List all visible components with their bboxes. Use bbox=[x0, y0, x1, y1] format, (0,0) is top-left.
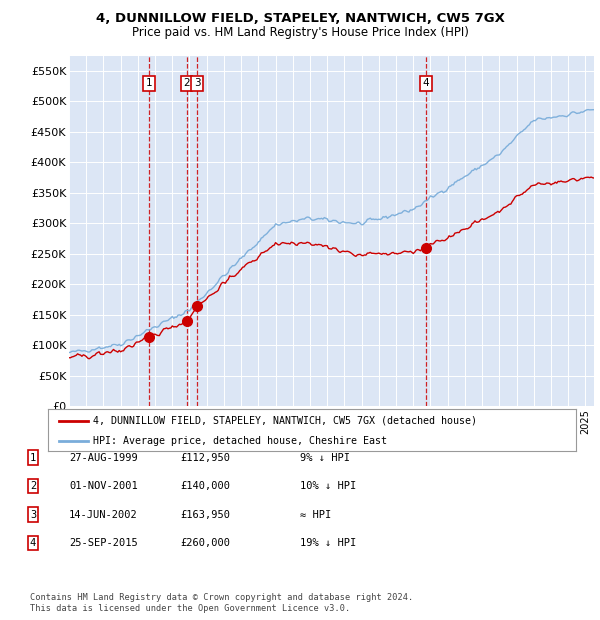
Text: Price paid vs. HM Land Registry's House Price Index (HPI): Price paid vs. HM Land Registry's House … bbox=[131, 26, 469, 39]
Text: 4, DUNNILLOW FIELD, STAPELEY, NANTWICH, CW5 7GX: 4, DUNNILLOW FIELD, STAPELEY, NANTWICH, … bbox=[95, 12, 505, 25]
Text: 1: 1 bbox=[146, 78, 152, 88]
Text: £140,000: £140,000 bbox=[180, 481, 230, 491]
Text: 19% ↓ HPI: 19% ↓ HPI bbox=[300, 538, 356, 548]
Text: 10% ↓ HPI: 10% ↓ HPI bbox=[300, 481, 356, 491]
Text: 4: 4 bbox=[422, 78, 429, 88]
Text: HPI: Average price, detached house, Cheshire East: HPI: Average price, detached house, Ches… bbox=[93, 436, 387, 446]
Text: 1: 1 bbox=[30, 453, 36, 463]
Text: 9% ↓ HPI: 9% ↓ HPI bbox=[300, 453, 350, 463]
Text: Contains HM Land Registry data © Crown copyright and database right 2024.
This d: Contains HM Land Registry data © Crown c… bbox=[30, 593, 413, 613]
Text: 2: 2 bbox=[183, 78, 190, 88]
Text: 4: 4 bbox=[30, 538, 36, 548]
Text: 4, DUNNILLOW FIELD, STAPELEY, NANTWICH, CW5 7GX (detached house): 4, DUNNILLOW FIELD, STAPELEY, NANTWICH, … bbox=[93, 415, 477, 425]
Text: £163,950: £163,950 bbox=[180, 510, 230, 520]
Text: ≈ HPI: ≈ HPI bbox=[300, 510, 331, 520]
Text: 3: 3 bbox=[30, 510, 36, 520]
Text: £260,000: £260,000 bbox=[180, 538, 230, 548]
Text: 2: 2 bbox=[30, 481, 36, 491]
Text: 25-SEP-2015: 25-SEP-2015 bbox=[69, 538, 138, 548]
Text: 14-JUN-2002: 14-JUN-2002 bbox=[69, 510, 138, 520]
Text: 27-AUG-1999: 27-AUG-1999 bbox=[69, 453, 138, 463]
Text: £112,950: £112,950 bbox=[180, 453, 230, 463]
Text: 01-NOV-2001: 01-NOV-2001 bbox=[69, 481, 138, 491]
Text: 3: 3 bbox=[194, 78, 200, 88]
